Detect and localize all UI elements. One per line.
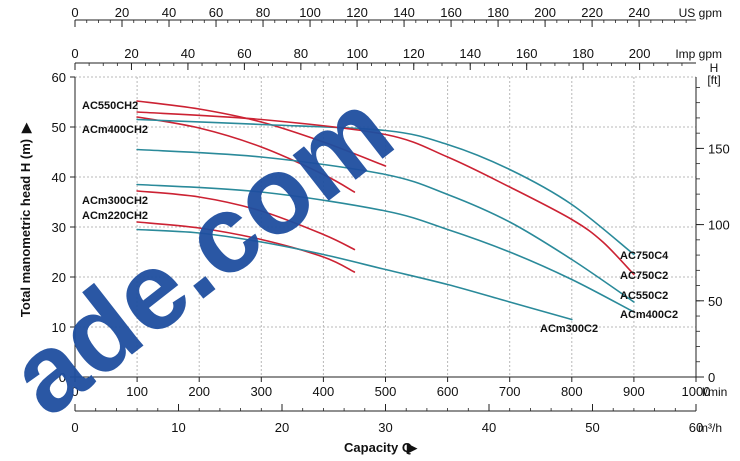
curve-ac550c2 bbox=[136, 148, 635, 303]
right-axis-unit-line1: H bbox=[710, 61, 719, 75]
curve-acm400ch2 bbox=[136, 116, 356, 193]
m3h-tick-label: 30 bbox=[378, 420, 392, 435]
curve-label-ac550ch2: AC550CH2 bbox=[82, 100, 138, 112]
us-gpm-tick-label: 0 bbox=[71, 5, 78, 20]
x-tick-label: 200 bbox=[188, 384, 210, 399]
us-gpm-tick-label: 200 bbox=[534, 5, 556, 20]
imp-gpm-tick-label: 200 bbox=[629, 46, 651, 61]
curve-acm300c2 bbox=[136, 228, 573, 321]
us-gpm-unit: US gpm bbox=[679, 6, 722, 20]
us-gpm-tick-label: 120 bbox=[346, 5, 368, 20]
x-axis-unit: l/min bbox=[702, 385, 727, 399]
us-gpm-tick-label: 240 bbox=[628, 5, 650, 20]
curve-label-ac750c2: AC750C2 bbox=[620, 270, 668, 282]
y-tick-label: 60 bbox=[52, 70, 66, 85]
imp-gpm-tick-label: 100 bbox=[346, 46, 368, 61]
x-axis-title: Capacity Q bbox=[344, 440, 412, 455]
us-gpm-tick-label: 180 bbox=[487, 5, 509, 20]
y-tick-label: 10 bbox=[52, 320, 66, 335]
imp-gpm-tick-label: 140 bbox=[459, 46, 481, 61]
imp-gpm-tick-label: 0 bbox=[71, 46, 78, 61]
curve-label-acm300c2: ACm300C2 bbox=[540, 323, 598, 335]
curve-acm400c2 bbox=[136, 183, 635, 313]
right-tick-label: 100 bbox=[708, 218, 730, 233]
imp-gpm-tick-label: 80 bbox=[294, 46, 308, 61]
curve-label-acm300ch2: ACm300CH2 bbox=[82, 195, 148, 207]
curve-ac550ch2 bbox=[136, 100, 387, 167]
right-axis-unit-line2: [ft] bbox=[707, 73, 720, 87]
x-tick-label: 300 bbox=[250, 384, 272, 399]
x-tick-label: 800 bbox=[561, 384, 583, 399]
imp-gpm-unit: Imp gpm bbox=[675, 47, 722, 61]
y-tick-label: 30 bbox=[52, 220, 66, 235]
x-tick-label: 900 bbox=[623, 384, 645, 399]
curves bbox=[136, 100, 635, 321]
us-gpm-tick-label: 60 bbox=[209, 5, 223, 20]
y-tick-label: 50 bbox=[52, 120, 66, 135]
curve-label-ac550c2: AC550C2 bbox=[620, 290, 668, 302]
imp-gpm-tick-label: 60 bbox=[237, 46, 251, 61]
imp-gpm-tick-label: 20 bbox=[124, 46, 138, 61]
m3h-tick-label: 50 bbox=[585, 420, 599, 435]
imp-gpm-tick-label: 160 bbox=[516, 46, 538, 61]
imp-gpm-tick-label: 180 bbox=[572, 46, 594, 61]
curve-label-acm220ch2: ACm220CH2 bbox=[82, 210, 148, 222]
us-gpm-tick-label: 20 bbox=[115, 5, 129, 20]
us-gpm-tick-label: 100 bbox=[299, 5, 321, 20]
x-tick-label: 1000 bbox=[682, 384, 711, 399]
us-gpm-tick-label: 80 bbox=[256, 5, 270, 20]
us-gpm-tick-label: 140 bbox=[393, 5, 415, 20]
m3h-tick-label: 10 bbox=[171, 420, 185, 435]
x-tick-label: 0 bbox=[71, 384, 78, 399]
x-axis-arrow: ▶ bbox=[406, 440, 418, 455]
m3h-tick-label: 60 bbox=[689, 420, 703, 435]
us-gpm-tick-label: 160 bbox=[440, 5, 462, 20]
imp-gpm-tick-label: 120 bbox=[403, 46, 425, 61]
curve-label-ac750c4: AC750C4 bbox=[620, 250, 669, 262]
m3h-tick-label: 40 bbox=[482, 420, 496, 435]
y-axis-title: Total manometric head H (m) bbox=[18, 139, 33, 317]
curve-acm220ch2 bbox=[136, 221, 356, 273]
y-axis-arrow: ▶ bbox=[18, 122, 33, 134]
y-tick-label: 40 bbox=[52, 170, 66, 185]
x-tick-label: 400 bbox=[313, 384, 335, 399]
right-tick-label: 50 bbox=[708, 294, 722, 309]
m3h-unit: m³/h bbox=[698, 421, 722, 435]
curve-ac750c2 bbox=[136, 111, 635, 276]
imp-gpm-tick-label: 40 bbox=[181, 46, 195, 61]
x-tick-label: 500 bbox=[375, 384, 397, 399]
curve-labels: AC550CH2 ACm400CH2 ACm300CH2 ACm220CH2 AC750… bbox=[82, 100, 678, 335]
curve-acm300ch2 bbox=[136, 190, 356, 251]
us-gpm-tick-label: 40 bbox=[162, 5, 176, 20]
us-gpm-tick-label: 220 bbox=[581, 5, 603, 20]
m3h-tick-label: 0 bbox=[71, 420, 78, 435]
curve-label-acm400ch2: ACm400CH2 bbox=[82, 124, 148, 136]
y-tick-label: 0 bbox=[59, 370, 66, 385]
m3h-tick-label: 20 bbox=[275, 420, 289, 435]
curve-label-acm400c2: ACm400C2 bbox=[620, 309, 678, 321]
right-tick-label: 150 bbox=[708, 141, 730, 156]
x-tick-label: 700 bbox=[499, 384, 521, 399]
right-tick-label: 0 bbox=[708, 370, 715, 385]
y-tick-label: 20 bbox=[52, 270, 66, 285]
x-tick-label: 100 bbox=[126, 384, 148, 399]
x-tick-label: 600 bbox=[437, 384, 459, 399]
curve-ac750c4 bbox=[136, 118, 635, 256]
